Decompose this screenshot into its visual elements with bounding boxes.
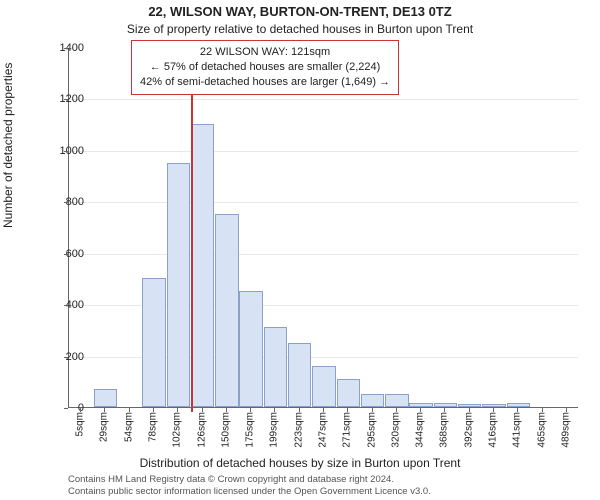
xtick-mark bbox=[226, 408, 227, 412]
x-axis-label: Distribution of detached houses by size … bbox=[0, 456, 600, 470]
xtick-mark bbox=[299, 408, 300, 412]
ytick-mark bbox=[64, 48, 68, 49]
footer-line2: Contains public sector information licen… bbox=[68, 486, 431, 497]
bar bbox=[482, 404, 505, 407]
gridline bbox=[69, 151, 578, 152]
xtick-label: 29sqm bbox=[99, 412, 110, 442]
plot-area: 22 WILSON WAY: 121sqm ← 57% of detached … bbox=[68, 48, 578, 408]
xtick-mark bbox=[372, 408, 373, 412]
annotation-box: 22 WILSON WAY: 121sqm ← 57% of detached … bbox=[131, 40, 399, 95]
chart-subtitle: Size of property relative to detached ho… bbox=[0, 22, 600, 36]
annotation-line2: ← 57% of detached houses are smaller (2,… bbox=[140, 60, 390, 75]
bar bbox=[409, 403, 432, 407]
marker-line bbox=[191, 44, 193, 412]
bar bbox=[239, 291, 262, 407]
xtick-mark bbox=[104, 408, 105, 412]
xtick-mark bbox=[469, 408, 470, 412]
xtick-label: 223sqm bbox=[293, 412, 304, 448]
xtick-label: 247sqm bbox=[318, 412, 329, 448]
annotation-line1: 22 WILSON WAY: 121sqm bbox=[140, 45, 390, 60]
xtick-mark bbox=[420, 408, 421, 412]
ytick-mark bbox=[64, 202, 68, 203]
ytick-mark bbox=[64, 305, 68, 306]
xtick-label: 102sqm bbox=[172, 412, 183, 448]
xtick-label: 392sqm bbox=[463, 412, 474, 448]
bar bbox=[312, 366, 335, 407]
chart-title: 22, WILSON WAY, BURTON-ON-TRENT, DE13 0T… bbox=[0, 4, 600, 19]
bar bbox=[507, 403, 530, 407]
xtick-mark bbox=[493, 408, 494, 412]
xtick-mark bbox=[177, 408, 178, 412]
gridline bbox=[69, 99, 578, 100]
xtick-label: 320sqm bbox=[390, 412, 401, 448]
xtick-label: 175sqm bbox=[245, 412, 256, 448]
ytick-mark bbox=[64, 151, 68, 152]
xtick-label: 271sqm bbox=[342, 412, 353, 448]
y-axis-label: Number of detached properties bbox=[1, 63, 15, 228]
xtick-label: 150sqm bbox=[220, 412, 231, 448]
xtick-label: 465sqm bbox=[536, 412, 547, 448]
xtick-label: 368sqm bbox=[439, 412, 450, 448]
gridline bbox=[69, 254, 578, 255]
annotation-line3: 42% of semi-detached houses are larger (… bbox=[140, 75, 390, 90]
gridline bbox=[69, 202, 578, 203]
bar bbox=[94, 389, 117, 407]
bar bbox=[264, 327, 287, 407]
xtick-mark bbox=[202, 408, 203, 412]
bar bbox=[288, 343, 311, 407]
xtick-label: 344sqm bbox=[415, 412, 426, 448]
xtick-label: 441sqm bbox=[512, 412, 523, 448]
xtick-mark bbox=[566, 408, 567, 412]
bar bbox=[215, 214, 238, 407]
bar bbox=[434, 403, 457, 407]
bar bbox=[167, 163, 190, 407]
xtick-label: 54sqm bbox=[123, 412, 134, 442]
xtick-mark bbox=[396, 408, 397, 412]
xtick-mark bbox=[153, 408, 154, 412]
xtick-label: 5sqm bbox=[75, 412, 86, 436]
xtick-mark bbox=[80, 408, 81, 412]
xtick-mark bbox=[517, 408, 518, 412]
xtick-label: 295sqm bbox=[366, 412, 377, 448]
ytick-mark bbox=[64, 357, 68, 358]
chart-container: 22, WILSON WAY, BURTON-ON-TRENT, DE13 0T… bbox=[0, 0, 600, 500]
xtick-label: 199sqm bbox=[269, 412, 280, 448]
xtick-mark bbox=[129, 408, 130, 412]
xtick-mark bbox=[444, 408, 445, 412]
ytick-mark bbox=[64, 99, 68, 100]
bar bbox=[361, 394, 384, 407]
xtick-label: 489sqm bbox=[560, 412, 571, 448]
ytick-mark bbox=[64, 408, 68, 409]
footer-line1: Contains HM Land Registry data © Crown c… bbox=[68, 474, 394, 485]
bar bbox=[142, 278, 165, 407]
xtick-mark bbox=[542, 408, 543, 412]
xtick-mark bbox=[250, 408, 251, 412]
bar bbox=[458, 404, 481, 407]
bar bbox=[385, 394, 408, 407]
xtick-label: 126sqm bbox=[196, 412, 207, 448]
xtick-label: 416sqm bbox=[488, 412, 499, 448]
bar bbox=[337, 379, 360, 407]
xtick-label: 78sqm bbox=[148, 412, 159, 442]
xtick-mark bbox=[323, 408, 324, 412]
xtick-mark bbox=[347, 408, 348, 412]
ytick-mark bbox=[64, 254, 68, 255]
xtick-mark bbox=[274, 408, 275, 412]
bar bbox=[191, 124, 214, 407]
